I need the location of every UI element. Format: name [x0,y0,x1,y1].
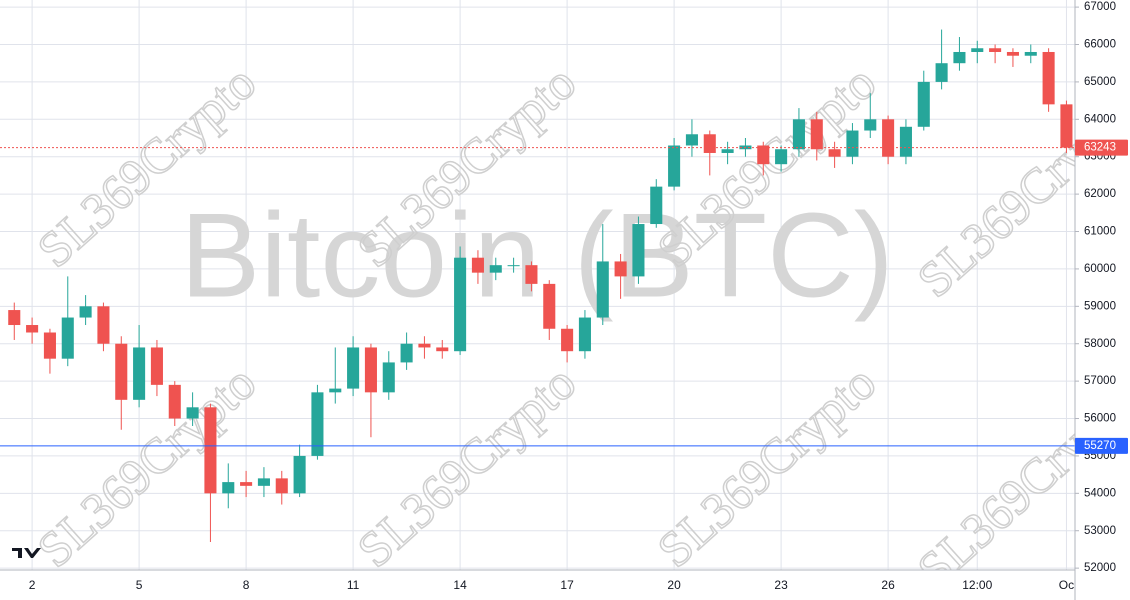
logo [12,548,41,558]
candle-body [971,48,984,52]
y-tick-label: 65000 [1084,76,1116,88]
candle-body [989,48,1002,52]
candle-body [953,51,966,64]
candle-body [293,455,306,494]
time-axis-bg [0,570,1130,600]
candle-body [43,332,56,359]
candle-body [489,265,502,273]
x-tick-label: 8 [243,578,250,592]
candle-body [792,119,805,150]
y-tick-label: 60000 [1084,263,1116,275]
candle-body [1006,51,1019,56]
candle-body [26,325,39,333]
candle-body [329,388,342,393]
candle-body [150,347,163,385]
candle-body [8,310,21,326]
candle-body [97,306,110,344]
y-tick-label: 52000 [1084,562,1116,574]
price-label-bg [1075,437,1128,454]
price-label: 63243 [1084,142,1116,154]
candle-body [79,306,92,318]
candle-body [721,149,734,153]
candle-body [596,261,609,318]
x-tick-label: 17 [560,578,574,592]
grid [0,0,1075,570]
x-tick-label: 14 [453,578,467,592]
candle-body [418,343,431,348]
candle-body [810,119,823,150]
y-tick-label: 57000 [1084,375,1116,387]
candle-body [632,224,645,277]
x-tick-label: 2 [29,578,36,592]
candle-body [204,407,217,494]
candle-body [347,347,360,389]
candle-body [614,261,627,277]
price-label: 55270 [1084,440,1116,452]
candle-body [685,134,698,146]
candle-body [222,482,235,494]
candle-body [828,149,841,157]
candle-body [507,265,520,267]
candle-body [240,482,253,486]
candle-body [133,347,146,400]
plot [0,29,1075,542]
candle-body [935,63,948,82]
x-tick-label: 23 [774,578,788,592]
candle-body [186,407,199,419]
candle-body [168,384,181,419]
candle-body [543,283,556,329]
x-tick-label: 5 [136,578,143,592]
candle-body [364,347,377,393]
y-tick-label: 58000 [1084,338,1116,350]
candle-body [899,126,912,157]
y-tick-label: 59000 [1084,300,1116,312]
candle-body [454,257,467,352]
candle-body [882,119,895,157]
candle-body [703,134,716,153]
price-label-bg [1075,139,1128,156]
candle-body [650,186,663,225]
candle-body [561,328,574,352]
candle-body [61,317,74,359]
candle-body [1060,104,1073,148]
candle-body [311,392,324,456]
candle-body [775,149,788,165]
candle-body [382,362,395,393]
y-tick-label: 67000 [1084,1,1116,13]
candle-body [864,119,877,131]
candle-body [400,343,413,363]
candle-body [1042,51,1055,105]
y-tick-label: 53000 [1084,525,1116,537]
candle-body [757,145,770,165]
x-tick-label: 11 [347,578,360,592]
candle-body [115,343,128,400]
candle-body [668,145,681,187]
logo-icon [12,548,41,558]
y-tick-label: 54000 [1084,487,1116,499]
candle-body [846,130,859,157]
candle-body [917,81,930,127]
y-tick-label: 56000 [1084,413,1116,425]
price-axis-bg [1075,0,1130,600]
y-tick-label: 61000 [1084,226,1116,238]
y-tick-label: 64000 [1084,113,1116,125]
candle-body [1024,51,1037,56]
candle-body [436,347,449,352]
x-tick-label: 12:00 [962,578,992,592]
x-tick-label: 26 [881,578,895,592]
watermark-title: Bitcoin (BTC) [180,189,893,323]
candle-body [257,478,270,486]
y-tick-label: 62000 [1084,188,1116,200]
candle-body [525,265,538,284]
candle-body [471,257,484,273]
candle-body [578,317,591,352]
candle-body [275,478,288,494]
x-tick-label: Oc [1059,578,1074,592]
y-tick-label: 66000 [1084,39,1116,51]
x-tick-label: 20 [667,578,681,592]
